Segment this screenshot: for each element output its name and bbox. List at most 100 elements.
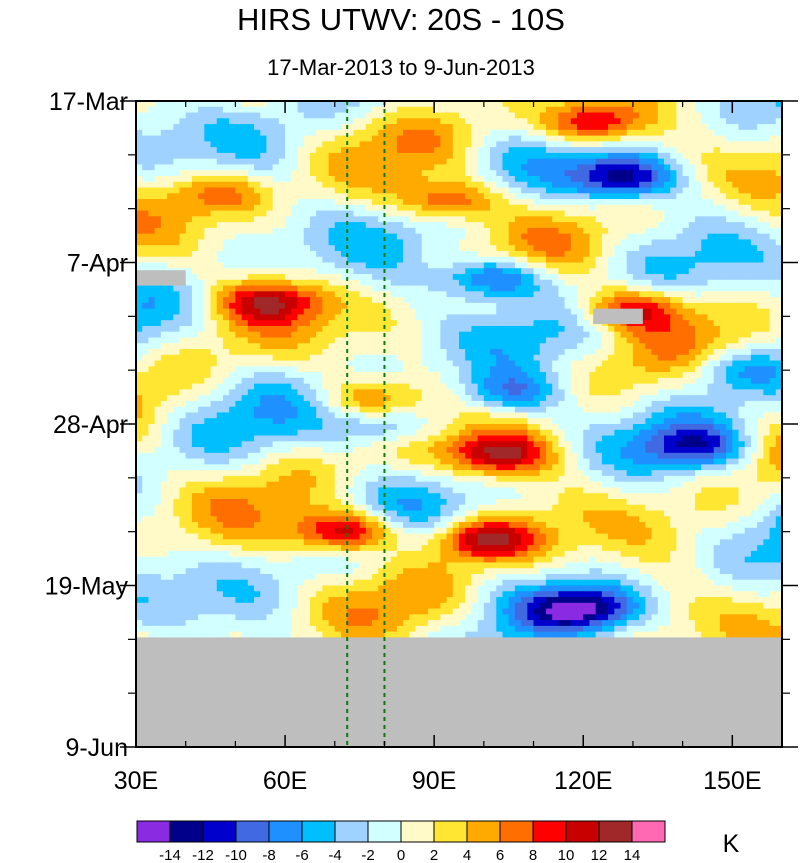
field-cell [254,106,261,114]
field-cell [446,141,454,148]
field-cell [688,279,696,287]
field-cell [732,147,740,154]
field-cell [241,129,249,137]
field-cell [353,118,361,125]
field-cell [340,349,348,356]
field-cell [309,297,317,304]
field-cell [278,308,286,316]
field-cell [309,106,317,114]
field-cell [558,141,566,148]
field-cell [663,349,671,356]
field-cell [303,175,311,183]
field-cell [632,187,640,194]
field-cell [136,129,143,137]
field-cell [434,227,441,235]
field-cell [378,285,386,292]
field-cell [359,285,367,292]
field-cell [750,199,758,206]
field-cell [384,129,392,137]
field-cell [732,291,740,298]
field-cell [570,170,578,177]
field-cell [142,118,150,125]
field-cell [446,152,454,160]
field-cell [179,124,187,131]
field-cell [595,193,603,200]
field-cell [732,187,740,194]
field-cell [260,279,268,287]
field-cell [247,285,255,292]
field-cell [657,175,665,183]
field-cell [198,210,205,217]
field-cell [365,222,373,229]
field-cell [552,314,559,321]
field-cell [372,216,379,223]
field-cell [626,360,634,367]
field-cell [726,372,733,379]
field-cell [639,233,646,241]
field-cell [396,199,404,206]
field-cell [241,366,249,373]
field-cell [670,129,677,137]
field-cell [353,354,361,362]
field-cell [701,170,709,177]
field-cell [577,239,584,246]
field-cell [620,106,628,114]
field-cell [254,239,261,246]
field-cell [477,279,485,287]
field-cell [167,216,174,223]
field-cell [750,101,758,108]
field-cell [558,297,566,304]
field-cell [539,331,547,339]
field-cell [676,112,684,119]
field-cell [328,354,336,362]
field-cell [564,216,572,223]
field-cell [235,274,243,281]
field-cell [198,308,205,316]
field-cell [632,216,640,223]
field-cell [552,250,559,258]
field-cell [390,239,398,246]
field-cell [372,349,379,356]
field-cell [266,222,274,229]
field-cell [583,118,591,125]
field-cell [732,337,740,344]
field-cell [490,106,497,114]
field-cell [477,291,485,298]
field-cell [533,360,541,367]
field-cell [552,245,559,252]
field-cell [452,320,460,327]
field-cell [663,233,671,241]
field-cell [415,181,423,189]
field-cell [744,291,752,298]
field-cell [514,175,522,183]
field-cell [483,314,491,321]
field-cell [136,141,143,148]
field-cell [328,164,336,171]
field-cell [552,181,559,189]
field-cell [136,193,143,200]
field-cell [521,158,528,166]
field-cell [179,135,187,142]
field-cell [179,164,187,171]
field-cell [303,314,311,321]
field-cell [533,314,541,321]
field-cell [645,112,653,119]
field-cell [589,216,597,223]
field-cell [496,325,504,333]
field-cell [732,175,740,183]
field-cell [241,331,249,339]
field-cell [620,216,628,223]
field-cell [465,152,473,160]
field-cell [434,314,441,321]
field-cell [452,106,460,114]
field-cell [750,354,758,362]
field-cell [247,250,255,258]
field-cell [483,101,491,108]
field-cell [471,187,479,194]
field-cell [359,233,367,241]
field-cell [210,175,218,183]
field-cell [403,199,410,206]
field-cell [645,291,653,298]
field-cell [496,366,504,373]
field-cell [322,302,330,310]
